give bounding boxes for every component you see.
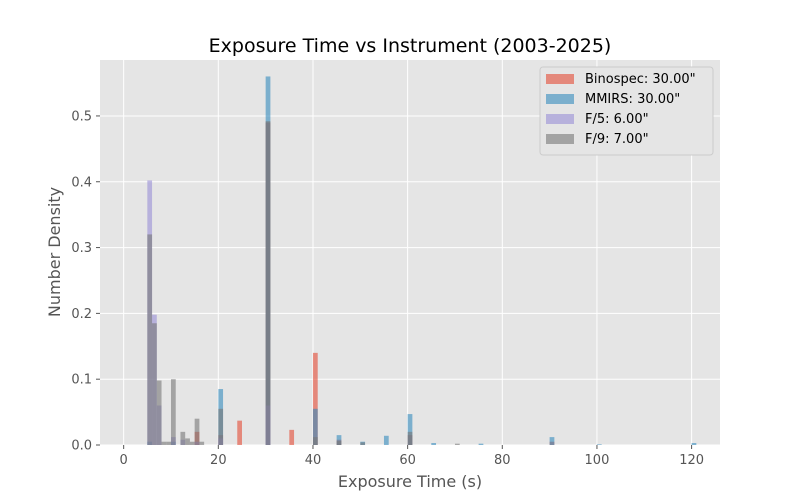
histogram-bars [147, 76, 697, 446]
x-axis-ticks: 0 20 40 60 80 100 120 [120, 445, 704, 468]
histogram-bar [152, 323, 157, 445]
legend: Binospec: 30.00" MMIRS: 30.00" F/5: 6.00… [539, 66, 714, 156]
legend-label-f5: F/5: 6.00" [585, 112, 649, 127]
histogram-bar [691, 443, 697, 445]
histogram-bar [199, 441, 205, 445]
x-tick-label: 0 [120, 453, 128, 468]
x-tick-label: 120 [679, 453, 704, 468]
histogram-bar [289, 429, 295, 445]
y-tick-label: 0.5 [71, 109, 92, 124]
y-tick-label: 0.2 [71, 307, 92, 322]
legend-label-mmirs: MMIRS: 30.00" [585, 92, 680, 107]
x-tick-label: 100 [585, 453, 610, 468]
histogram-bar [265, 121, 271, 445]
histogram-bar [237, 420, 242, 445]
histogram-bar [596, 444, 602, 445]
histogram-bar [360, 442, 366, 445]
histogram-bar [170, 379, 176, 445]
histogram-bar [383, 435, 389, 445]
histogram-bar [147, 234, 153, 445]
legend-box [539, 66, 714, 156]
y-tick-label: 0.3 [71, 241, 92, 256]
histogram-bar [312, 352, 318, 445]
histogram-bar [312, 437, 318, 445]
histogram-bar [312, 408, 318, 445]
x-tick-label: 40 [305, 453, 322, 468]
histogram-bar [185, 438, 190, 445]
y-tick-label: 0.1 [71, 373, 92, 388]
histogram-bar [194, 418, 200, 445]
histogram-bar [180, 431, 186, 445]
histogram-bar [161, 441, 167, 445]
histogram-bar [549, 437, 555, 445]
legend-label-f9: F/9: 7.00" [585, 132, 649, 147]
histogram-bar [454, 443, 460, 445]
legend-label-binospec: Binospec: 30.00" [585, 72, 696, 87]
y-axis-ticks: 0.0 0.1 0.2 0.3 0.4 0.5 [71, 109, 100, 454]
histogram-bar [407, 431, 413, 445]
histogram-bar [166, 441, 171, 445]
x-tick-label: 80 [494, 453, 511, 468]
x-tick-label: 60 [399, 453, 416, 468]
histogram-bar [478, 443, 484, 445]
chart-title: Exposure Time vs Instrument (2003-2025) [209, 35, 612, 57]
histogram-bar [407, 414, 413, 445]
histogram-bar [156, 380, 162, 445]
histogram-bar [431, 443, 437, 445]
legend-swatch-mmirs [546, 94, 574, 104]
y-tick-label: 0.4 [71, 175, 92, 190]
histogram-bar [336, 441, 342, 445]
histogram-bar [189, 441, 195, 445]
histogram-bar [218, 408, 224, 445]
legend-swatch-f9 [546, 134, 574, 144]
x-axis-label: Exposure Time (s) [338, 472, 482, 491]
y-tick-label: 0.0 [71, 439, 92, 454]
legend-swatch-f5 [546, 114, 574, 124]
histogram-bar [336, 435, 342, 445]
legend-swatch-binospec [546, 74, 574, 84]
x-tick-label: 20 [210, 453, 227, 468]
y-axis-label: Number Density [45, 187, 64, 317]
